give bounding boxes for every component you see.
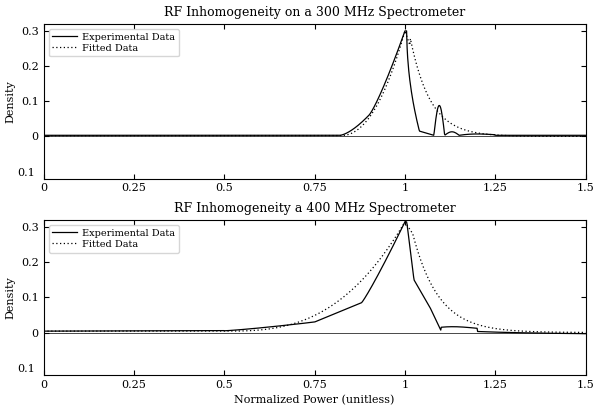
Line: Fitted Data: Fitted Data <box>44 31 586 136</box>
Y-axis label: Density: Density <box>5 276 16 319</box>
Fitted Data <box>401 28 409 33</box>
Experimental Data <box>40 133 47 138</box>
X-axis label: Normalized Power (unitless): Normalized Power (unitless) <box>235 395 395 405</box>
Fitted Data <box>259 327 266 332</box>
Experimental Data <box>259 133 266 138</box>
Fitted Data <box>582 134 589 139</box>
Experimental Data <box>279 323 286 328</box>
Experimental Data <box>413 115 420 120</box>
Fitted Data <box>463 318 470 323</box>
Fitted Data <box>463 128 470 133</box>
Experimental Data <box>413 282 420 286</box>
Fitted Data <box>279 324 286 329</box>
Experimental Data <box>279 133 286 138</box>
Fitted Data <box>413 244 420 249</box>
Experimental Data <box>401 219 409 224</box>
Experimental Data <box>463 132 470 137</box>
Title: RF Inhomogeneity on a 300 MHz Spectrometer: RF Inhomogeneity on a 300 MHz Spectromet… <box>164 6 465 18</box>
Fitted Data <box>582 330 589 335</box>
Fitted Data <box>95 133 103 138</box>
Experimental Data <box>95 328 103 333</box>
Experimental Data <box>473 132 480 136</box>
Line: Experimental Data: Experimental Data <box>44 222 586 334</box>
Experimental Data <box>259 325 266 330</box>
Experimental Data <box>473 326 480 331</box>
Experimental Data <box>463 325 470 330</box>
Fitted Data <box>413 61 420 66</box>
Title: RF Inhomogeneity a 400 MHz Spectrometer: RF Inhomogeneity a 400 MHz Spectrometer <box>174 202 455 215</box>
Fitted Data <box>40 329 47 334</box>
Fitted Data <box>259 133 266 138</box>
Line: Fitted Data: Fitted Data <box>44 222 586 332</box>
Experimental Data <box>40 329 47 334</box>
Legend: Experimental Data, Fitted Data: Experimental Data, Fitted Data <box>49 29 179 56</box>
Text: 0.1: 0.1 <box>17 365 35 374</box>
Experimental Data <box>95 133 103 138</box>
Experimental Data <box>401 28 409 33</box>
Line: Experimental Data: Experimental Data <box>44 31 586 135</box>
Fitted Data <box>473 322 480 327</box>
Fitted Data <box>40 133 47 138</box>
Experimental Data <box>582 331 589 336</box>
Fitted Data <box>279 133 286 138</box>
Legend: Experimental Data, Fitted Data: Experimental Data, Fitted Data <box>49 225 179 253</box>
Experimental Data <box>582 133 589 138</box>
Y-axis label: Density: Density <box>5 80 16 122</box>
Fitted Data <box>473 130 480 135</box>
Fitted Data <box>401 219 409 224</box>
Fitted Data <box>95 329 103 334</box>
Text: 0.1: 0.1 <box>17 168 35 178</box>
